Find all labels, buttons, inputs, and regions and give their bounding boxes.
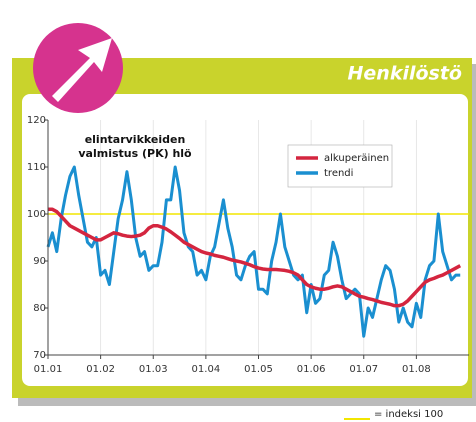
icon-arrow <box>52 38 112 102</box>
series-line <box>48 207 462 308</box>
annotation: valmistus (PK) hlö <box>78 147 192 160</box>
legend-label: alkuperäinen <box>324 153 389 164</box>
annotation: elintarvikkeiden <box>85 133 186 146</box>
x-tick-label: 01.03 <box>139 364 168 375</box>
y-tick-label: 100 <box>27 209 46 220</box>
header-title: Henkilöstö <box>348 63 462 85</box>
footnote: = indeksi 100 <box>374 409 443 420</box>
y-tick-label: 120 <box>27 115 46 126</box>
x-tick-label: 01.05 <box>244 364 273 375</box>
series-line <box>46 165 461 338</box>
y-tick-label: 80 <box>33 303 46 314</box>
x-tick-label: 01.06 <box>297 364 326 375</box>
legend-label: trendi <box>324 168 353 179</box>
icon-circle <box>33 23 123 113</box>
y-tick-label: 90 <box>33 256 46 267</box>
x-tick-label: 01.08 <box>402 364 431 375</box>
x-tick-label: 01.07 <box>349 364 378 375</box>
x-tick-label: 01.01 <box>34 364 63 375</box>
y-tick-label: 70 <box>33 350 46 361</box>
x-tick-label: 01.02 <box>86 364 115 375</box>
x-tick-label: 01.04 <box>192 364 221 375</box>
legend-box <box>287 144 393 188</box>
y-tick-label: 110 <box>27 162 46 173</box>
